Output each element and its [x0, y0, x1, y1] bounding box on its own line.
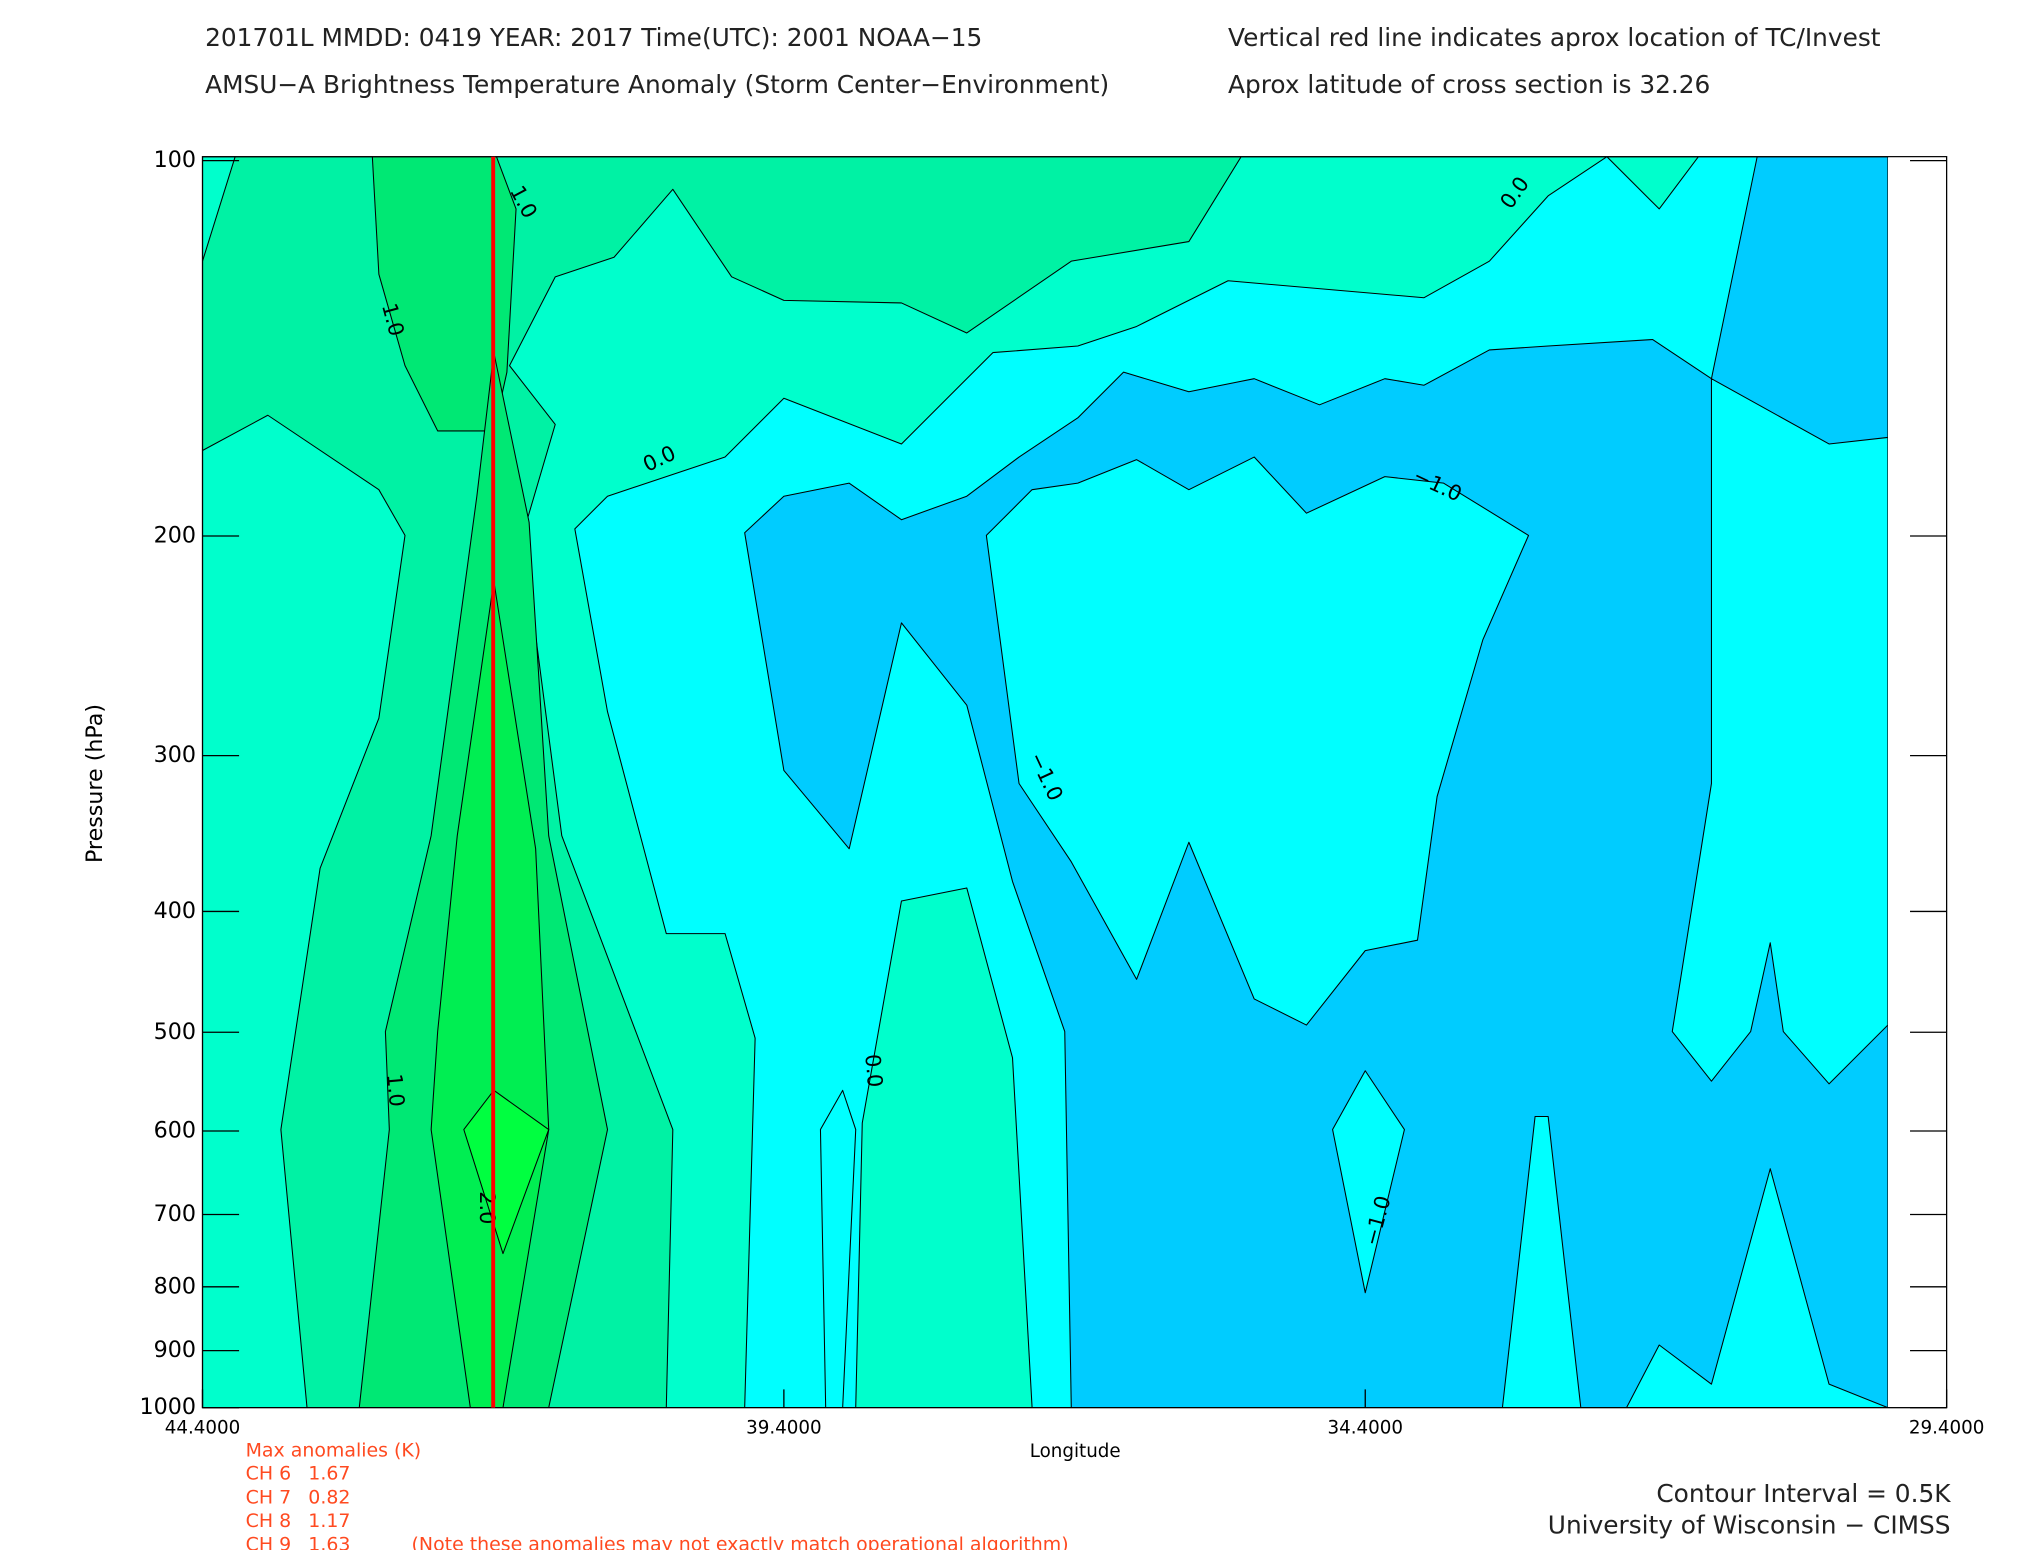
contour-region	[1606, 156, 1699, 210]
y-tick-label: 600	[154, 1118, 196, 1144]
x-tick-label: 29.4000	[1909, 1418, 1985, 1439]
y-tick-label: 900	[154, 1337, 196, 1363]
anomaly-channel: CH 7	[246, 1486, 292, 1508]
y-tick-label: 100	[154, 147, 196, 173]
contour-interval: Contour Interval = 0.5K	[1656, 1479, 1951, 1508]
contour-label: 2.0	[475, 1191, 499, 1224]
plot-frame	[201, 156, 1948, 1409]
y-tick-label: 300	[154, 742, 196, 768]
y-tick-label: 400	[154, 898, 196, 924]
anomaly-channel: CH 9	[246, 1533, 292, 1550]
contour-region	[855, 887, 1033, 1408]
contour-region	[985, 456, 1530, 1026]
contour-region	[463, 1089, 550, 1255]
contour-region	[819, 1089, 857, 1408]
x-tick-label: 44.4000	[165, 1418, 241, 1439]
x-tick-label: 39.4000	[746, 1418, 822, 1439]
anomaly-value: 1.17	[308, 1510, 350, 1532]
contour-region	[1626, 1168, 1888, 1408]
note: Vertical red line indicates aprox locati…	[1228, 23, 1881, 52]
contour-label: 1.0	[382, 1073, 409, 1108]
y-tick-label: 500	[154, 1019, 196, 1045]
no-data-area	[1888, 157, 1946, 1408]
x-axis-label: Longitude	[1030, 1441, 1121, 1462]
contour-region	[1332, 1070, 1405, 1294]
anomaly-value: 1.67	[308, 1463, 350, 1485]
y-tick-label: 1000	[139, 1394, 195, 1420]
contour-fills	[202, 156, 1888, 1408]
contour-label: 0.0	[860, 1053, 887, 1088]
anomalies-note: (Note these anomalies may not exactly ma…	[412, 1533, 1069, 1550]
y-axis-label: Pressure (hPa)	[82, 704, 108, 863]
contour-region	[1501, 1115, 1582, 1408]
anomaly-value: 1.63	[308, 1533, 350, 1550]
anomaly-channel: CH 8	[246, 1510, 292, 1532]
credit: University of Wisconsin − CIMSS	[1548, 1510, 1951, 1539]
anomaly-channel: CH 6	[246, 1463, 292, 1485]
y-tick-label: 800	[154, 1273, 196, 1299]
contour-region	[1671, 378, 1888, 1085]
chart-subtitle: AMSU−A Brightness Temperature Anomaly (S…	[205, 70, 1109, 99]
y-tick-label: 200	[154, 523, 196, 549]
anomalies-title: Max anomalies (K)	[246, 1439, 422, 1461]
y-tick-label: 700	[154, 1201, 196, 1227]
anomaly-value: 0.82	[308, 1486, 350, 1508]
chart-title: 201701L MMDD: 0419 YEAR: 2017 Time(UTC):…	[205, 23, 982, 52]
x-tick-label: 34.4000	[1327, 1418, 1403, 1439]
note: Aprox latitude of cross section is 32.26	[1228, 70, 1710, 99]
